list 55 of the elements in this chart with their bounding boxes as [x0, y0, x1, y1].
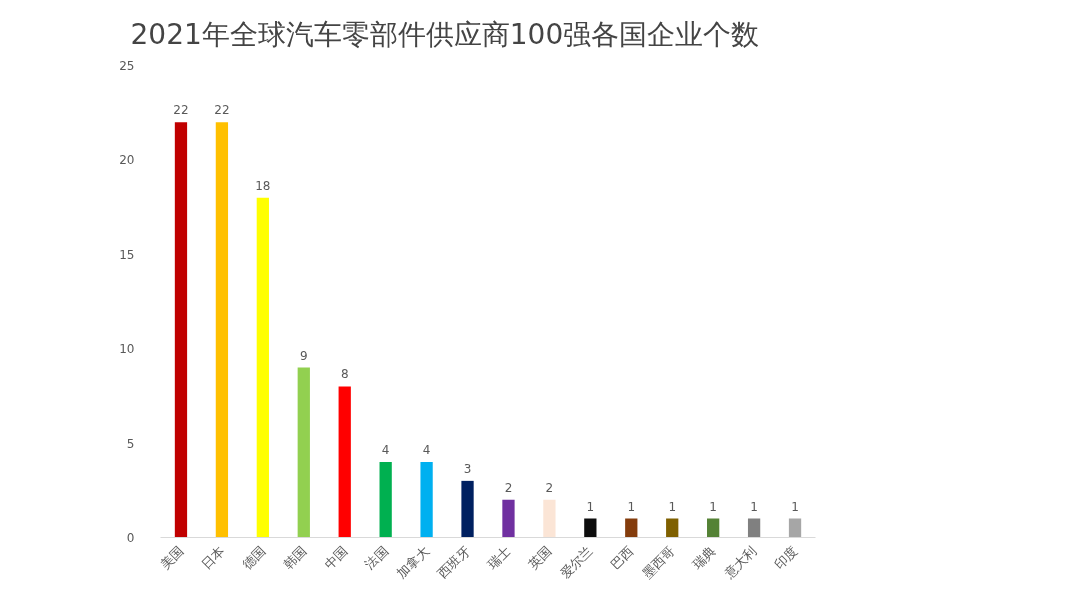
bar [420, 461, 433, 538]
data-label: 2 [504, 480, 513, 495]
bar [788, 518, 802, 538]
x-tick-label: 美国 [157, 543, 187, 573]
data-label: 1 [627, 499, 636, 514]
x-tick-label: 巴西 [607, 543, 637, 573]
data-label: 18 [255, 178, 271, 193]
data-label: 9 [299, 348, 308, 363]
data-label: 1 [586, 499, 595, 514]
bar [215, 122, 229, 538]
bar [543, 499, 556, 538]
bar [297, 367, 310, 538]
x-tick-label: 德国 [239, 543, 269, 573]
y-tick-label: 0 [126, 531, 135, 545]
data-label: 8 [340, 367, 349, 382]
data-label: 22 [214, 103, 230, 118]
bar [666, 518, 679, 538]
x-tick-label: 法国 [361, 543, 391, 573]
chart-title: 2021年全球汽车零部件供应商100强各国企业个数 [130, 17, 760, 51]
y-tick-label: 15 [119, 247, 135, 262]
y-tick-label: 25 [119, 59, 135, 73]
data-label: 2 [545, 480, 554, 495]
x-tick-label: 中国 [321, 543, 351, 573]
bar [338, 386, 351, 538]
bar [747, 518, 761, 538]
data-label: 1 [791, 499, 799, 514]
x-tick-label: 瑞士 [484, 543, 514, 573]
y-tick-label: 10 [119, 342, 135, 357]
bar [379, 461, 392, 538]
bar [502, 499, 515, 538]
data-label: 1 [668, 499, 677, 514]
x-tick-label: 韩国 [280, 543, 310, 573]
bar [174, 122, 188, 538]
x-tick-label: 爱尔兰 [557, 543, 596, 582]
bar [256, 197, 269, 538]
x-tick-label: 加拿大 [393, 543, 432, 582]
bar [707, 518, 720, 538]
data-label: 22 [173, 103, 189, 118]
x-tick-label: 意大利 [720, 543, 760, 583]
data-label: 4 [381, 442, 390, 457]
x-tick-label: 英国 [525, 543, 555, 573]
bar [584, 518, 597, 538]
y-tick-label: 20 [119, 153, 135, 168]
bar [461, 480, 474, 538]
x-tick-label: 西班牙 [434, 543, 473, 582]
data-label: 4 [422, 442, 431, 457]
data-label: 1 [709, 499, 717, 514]
data-label: 3 [463, 461, 472, 476]
data-label: 1 [750, 499, 758, 514]
x-tick-label: 日本 [198, 543, 228, 573]
bar [625, 518, 638, 538]
x-tick-label: 瑞典 [689, 543, 719, 573]
x-tick-label: 印度 [771, 543, 801, 573]
y-tick-label: 5 [126, 436, 135, 451]
x-tick-label: 墨西哥 [639, 543, 678, 582]
